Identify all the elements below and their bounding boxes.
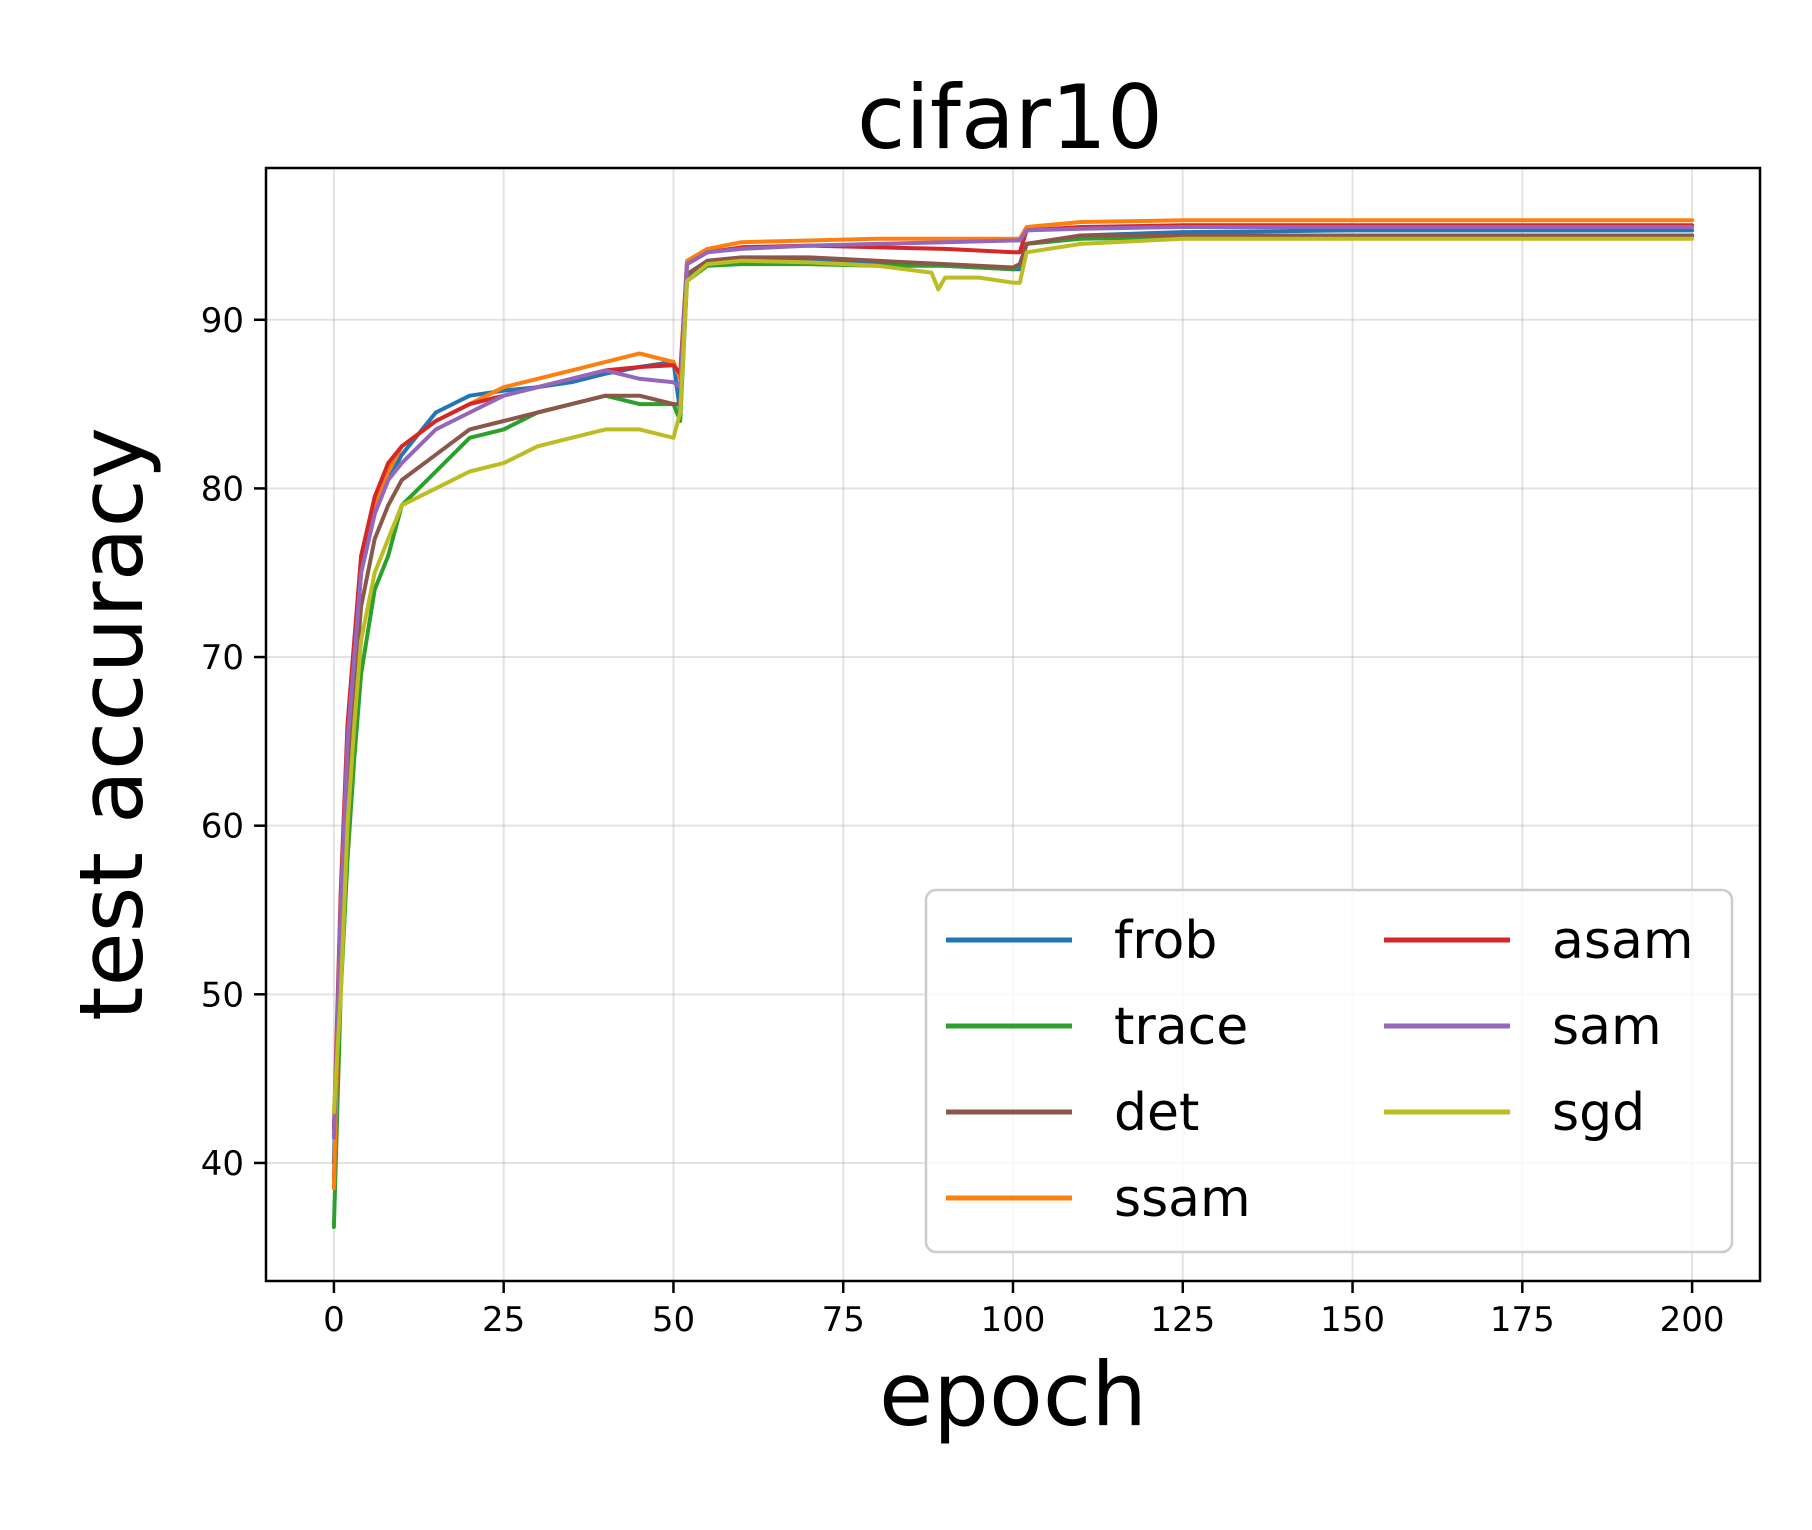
legend-label-trace: trace bbox=[1114, 997, 1248, 1057]
x-tick-label-4: 100 bbox=[981, 1300, 1046, 1340]
y-tick-label-2: 60 bbox=[201, 807, 244, 847]
series-line-sam bbox=[331, 225, 1695, 1140]
legend-label-sam: sam bbox=[1552, 997, 1662, 1057]
y-tick-label-4: 80 bbox=[201, 469, 244, 509]
x-tick-label-8: 200 bbox=[1660, 1300, 1725, 1340]
x-axis: 0 25 50 75 100 125 150 175 200 bbox=[323, 1281, 1725, 1340]
y-axis: 40 50 60 70 80 90 bbox=[201, 301, 266, 1184]
x-axis-label: epoch bbox=[879, 1343, 1147, 1446]
y-tick-label-1: 50 bbox=[201, 975, 244, 1015]
series-line-det bbox=[331, 233, 1695, 1182]
y-tick-label-5: 90 bbox=[201, 301, 244, 341]
legend-label-frob: frob bbox=[1114, 911, 1217, 971]
x-tick-label-6: 150 bbox=[1320, 1300, 1385, 1340]
x-tick-label-1: 25 bbox=[482, 1300, 525, 1340]
legend-box bbox=[924, 888, 1734, 1254]
x-tick-label-3: 75 bbox=[822, 1300, 865, 1340]
legend: frob trace det ssam asam sam sgd bbox=[924, 888, 1734, 1254]
x-tick-label-0: 0 bbox=[323, 1300, 345, 1340]
series-layer bbox=[331, 218, 1695, 1229]
y-axis-label: test accuracy bbox=[60, 427, 163, 1021]
chart-title: cifar10 bbox=[857, 66, 1163, 169]
y-tick-label-3: 70 bbox=[201, 638, 244, 678]
legend-label-ssam: ssam bbox=[1114, 1169, 1251, 1229]
legend-label-asam: asam bbox=[1552, 911, 1693, 971]
y-tick-label-0: 40 bbox=[201, 1144, 244, 1184]
legend-label-sgd: sgd bbox=[1552, 1083, 1645, 1143]
series-line-sgd bbox=[331, 236, 1695, 1115]
x-tick-label-2: 50 bbox=[652, 1300, 695, 1340]
x-tick-label-5: 125 bbox=[1150, 1300, 1215, 1340]
grid bbox=[266, 168, 1760, 1281]
x-tick-label-7: 175 bbox=[1490, 1300, 1555, 1340]
legend-label-det: det bbox=[1114, 1083, 1199, 1143]
